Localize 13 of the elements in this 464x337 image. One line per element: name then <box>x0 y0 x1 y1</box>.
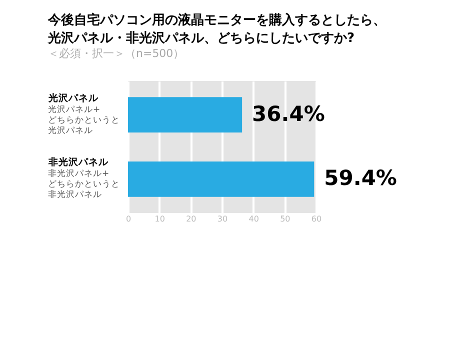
x-tick-label: 30 <box>217 214 228 224</box>
x-tick-label: 10 <box>154 214 165 224</box>
x-tick-label: 50 <box>280 214 290 224</box>
text: 非光沢パネル+どちらかというと <box>48 169 120 190</box>
x-tick-label: 0 <box>126 214 132 224</box>
text: 光沢パネル+どちらかというと <box>48 104 120 126</box>
x-tick-label: 40 <box>248 214 259 224</box>
chart-subtitle: ＜必須・択一＞（n=500） <box>48 47 184 60</box>
x-tick-label: 60 <box>311 214 322 224</box>
data-label: 59.4% <box>324 166 397 190</box>
chart-title: 今後自宅パソコン用の液晶モニターを購入するとしたら、光沢パネル・非光沢パネル、どちらにしたいですか? <box>47 12 386 46</box>
x-tick-label: 20 <box>186 214 196 224</box>
data-label: 36.4% <box>252 102 325 126</box>
